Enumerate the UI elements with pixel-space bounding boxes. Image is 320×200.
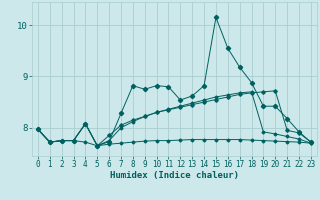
X-axis label: Humidex (Indice chaleur): Humidex (Indice chaleur) <box>110 171 239 180</box>
